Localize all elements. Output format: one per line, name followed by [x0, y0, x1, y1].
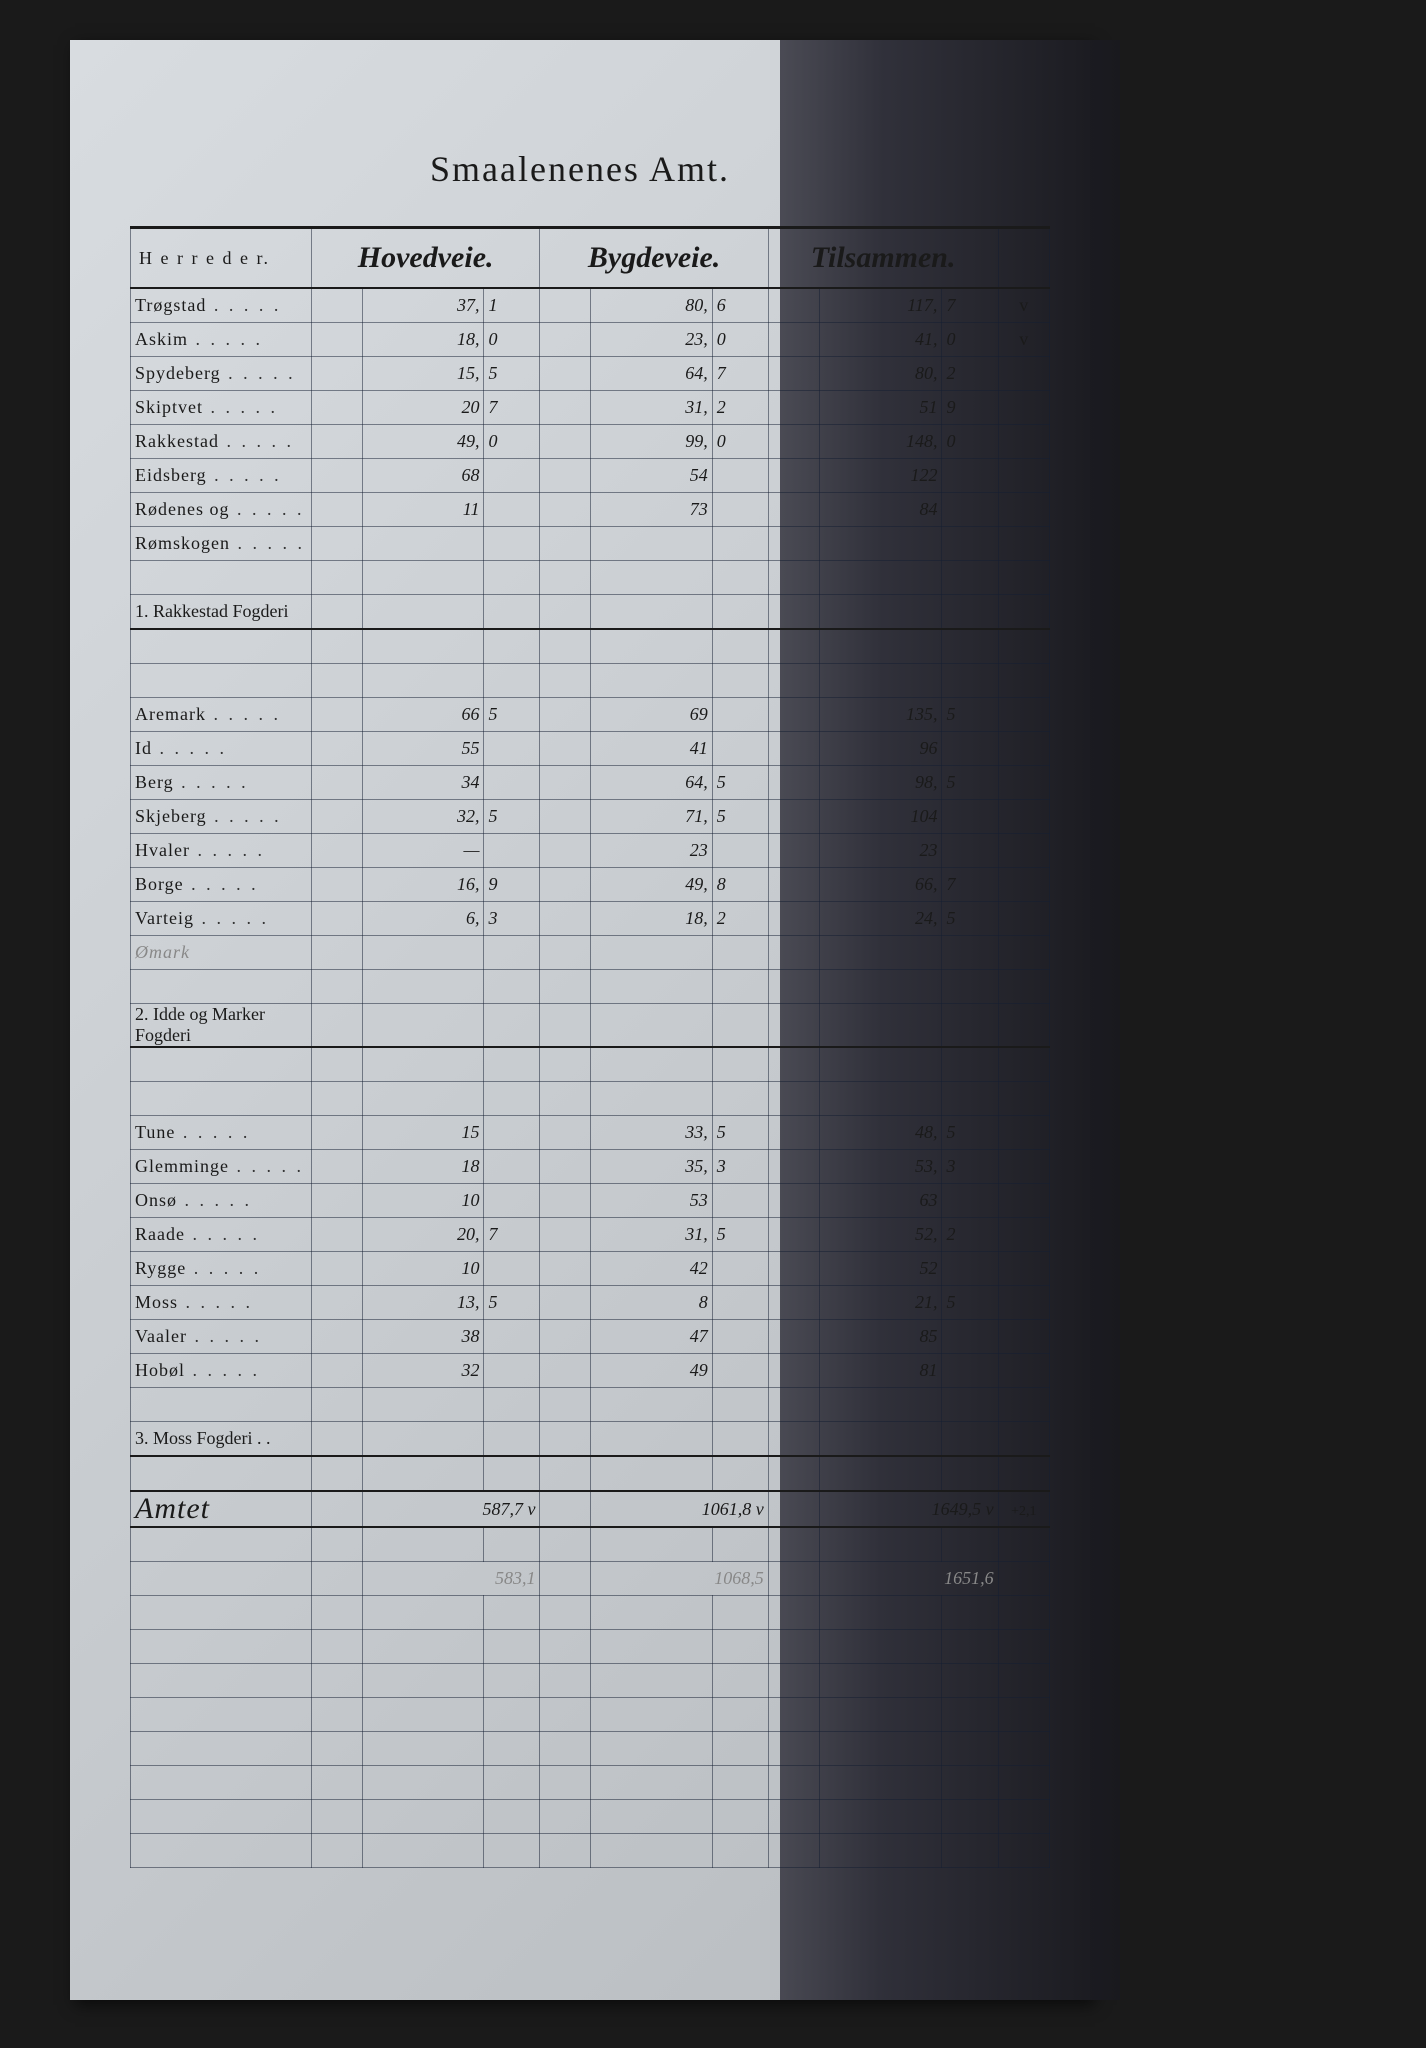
data-row: Varteig6,318,224,5 [131, 902, 1050, 936]
data-row: Hvaler—2323 [131, 834, 1050, 868]
data-row: Vaaler384785 [131, 1320, 1050, 1354]
data-row: Rakkestad49,099,0148,0 [131, 425, 1050, 459]
data-row: Trøgstad37,180,6117,7v [131, 288, 1050, 323]
data-row: Raade20,731,552,2 [131, 1218, 1050, 1252]
ledger-table: H e r r e d e r. Hovedveie. Bygdeveie. T… [130, 226, 1050, 1868]
data-row: Moss13,5821,5 [131, 1286, 1050, 1320]
data-row: Ømark [131, 936, 1050, 970]
data-row: Hobøl324981 [131, 1354, 1050, 1388]
data-row: Tune1533,548,5 [131, 1116, 1050, 1150]
col-herreder: H e r r e d e r. [131, 228, 312, 289]
col-tilsammen: Tilsammen. [768, 228, 998, 289]
data-row: Askim18,023,041,0v [131, 323, 1050, 357]
section-footer: 1. Rakkestad Fogderi [131, 595, 1050, 630]
totals-row-2: 583,11068,51651,6 [131, 1562, 1050, 1596]
data-row: Borge16,949,866,7 [131, 868, 1050, 902]
data-row: Onsø105363 [131, 1184, 1050, 1218]
data-row: Rømskogen [131, 527, 1050, 561]
col-mark [998, 228, 1049, 289]
section-footer: 3. Moss Fogderi . . [131, 1422, 1050, 1457]
data-row: Glemminge1835,353,3 [131, 1150, 1050, 1184]
data-row: Aremark66569135,5 [131, 698, 1050, 732]
col-hovedveie: Hovedveie. [311, 228, 540, 289]
data-row: Spydeberg15,564,780,2 [131, 357, 1050, 391]
page-title: Smaalenenes Amt. [70, 148, 1090, 190]
section-footer: 2. Idde og Marker Fogderi [131, 1004, 1050, 1048]
ledger-paper: Smaalenenes Amt. H e r r e d e r. Hovedv… [70, 40, 1090, 2000]
data-row: Id554196 [131, 732, 1050, 766]
col-bygdeveie: Bygdeveie. [540, 228, 768, 289]
data-row: Eidsberg6854122 [131, 459, 1050, 493]
data-row: Skjeberg32,571,5104 [131, 800, 1050, 834]
data-row: Berg3464,598,5 [131, 766, 1050, 800]
data-row: Skiptvet20731,2519 [131, 391, 1050, 425]
data-row: Rygge104252 [131, 1252, 1050, 1286]
page-wrap: Smaalenenes Amt. H e r r e d e r. Hovedv… [0, 0, 1426, 2048]
header-row: H e r r e d e r. Hovedveie. Bygdeveie. T… [131, 228, 1050, 289]
totals-row: Amtet587,7 v1061,8 v1649,5 v+2,1 [131, 1491, 1050, 1527]
data-row: Rødenes og117384 [131, 493, 1050, 527]
